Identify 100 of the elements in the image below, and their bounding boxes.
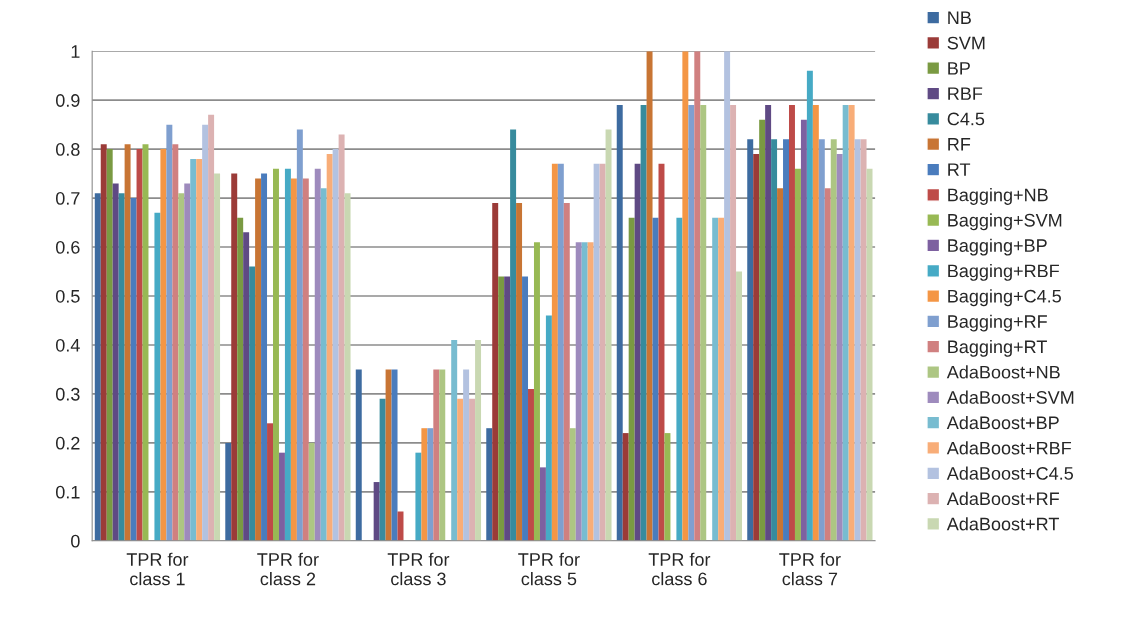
y-tick-label: 0.7 bbox=[55, 192, 80, 205]
y-tick-label: 0.1 bbox=[55, 485, 80, 499]
bar bbox=[682, 51, 689, 541]
legend-label: Bagging+RBF bbox=[948, 264, 1059, 281]
bar bbox=[652, 217, 659, 541]
bar bbox=[154, 212, 161, 541]
bar bbox=[700, 105, 707, 541]
bar bbox=[433, 369, 440, 541]
bar bbox=[290, 178, 297, 541]
bar bbox=[451, 340, 458, 541]
bar bbox=[842, 105, 849, 541]
y-tick-label: 0.8 bbox=[55, 143, 80, 156]
bar bbox=[332, 149, 339, 541]
bar bbox=[730, 105, 737, 541]
bar bbox=[373, 482, 380, 541]
bar bbox=[800, 119, 807, 541]
bar bbox=[296, 129, 303, 541]
bar bbox=[308, 442, 315, 541]
bar bbox=[646, 51, 653, 541]
bar bbox=[160, 149, 167, 541]
bar bbox=[492, 202, 499, 541]
x-tick-label: TPR for class 6 bbox=[648, 552, 711, 586]
legend-label: Bagging+NB bbox=[948, 188, 1048, 205]
bar bbox=[415, 452, 422, 541]
bar bbox=[599, 163, 606, 541]
bar bbox=[587, 242, 594, 541]
y-tick-label: 0.5 bbox=[55, 289, 80, 303]
bar bbox=[830, 139, 837, 541]
bar bbox=[208, 114, 215, 541]
bar bbox=[166, 124, 173, 541]
x-tick-label: TPR for class 3 bbox=[387, 552, 450, 586]
bar bbox=[664, 433, 671, 541]
y-tick-label: 0.4 bbox=[55, 338, 80, 352]
bar bbox=[100, 144, 107, 541]
y-tick-label: 1 bbox=[71, 45, 80, 58]
bar bbox=[777, 188, 784, 541]
bar bbox=[866, 168, 873, 541]
bar bbox=[94, 193, 101, 541]
bar bbox=[854, 139, 861, 541]
bar bbox=[326, 154, 333, 541]
bar bbox=[640, 105, 647, 541]
legend-label: NB bbox=[948, 11, 971, 24]
bar bbox=[249, 266, 256, 541]
bar bbox=[237, 217, 244, 541]
bar bbox=[355, 369, 362, 541]
bar bbox=[391, 369, 398, 541]
bar bbox=[605, 129, 612, 541]
bar bbox=[622, 433, 629, 541]
bar bbox=[794, 168, 801, 541]
bar bbox=[818, 139, 825, 541]
bar bbox=[765, 105, 772, 541]
bar bbox=[184, 183, 191, 541]
bar bbox=[427, 428, 434, 541]
bar bbox=[320, 188, 327, 541]
bar bbox=[344, 193, 351, 541]
bar bbox=[860, 139, 867, 541]
bar bbox=[243, 232, 250, 541]
bar bbox=[457, 398, 464, 541]
bar bbox=[278, 452, 285, 541]
bar bbox=[676, 217, 683, 541]
bar bbox=[510, 129, 517, 541]
bar bbox=[112, 183, 119, 541]
bar bbox=[273, 168, 279, 541]
bar bbox=[533, 242, 540, 541]
bar bbox=[475, 340, 482, 541]
bar bbox=[753, 154, 760, 541]
bar bbox=[736, 271, 743, 541]
bar bbox=[528, 389, 534, 541]
bar bbox=[214, 173, 221, 541]
bar bbox=[379, 398, 386, 541]
bar bbox=[118, 193, 125, 541]
bar bbox=[172, 144, 179, 541]
bar bbox=[231, 173, 238, 541]
bar bbox=[130, 198, 137, 541]
legend-label: BP bbox=[948, 62, 970, 75]
legend-label: AdaBoost+BP bbox=[946, 415, 1059, 430]
bar bbox=[284, 168, 291, 541]
bar bbox=[694, 51, 701, 541]
y-tick-label: 0.2 bbox=[55, 436, 80, 450]
bar bbox=[498, 276, 505, 541]
bar bbox=[106, 149, 113, 541]
legend-label: Bagging+C4.5 bbox=[948, 289, 1061, 307]
legend-label: C4.5 bbox=[947, 112, 985, 126]
bar bbox=[616, 105, 623, 541]
bar bbox=[421, 428, 428, 541]
y-tick-label: 0.6 bbox=[55, 240, 80, 254]
bar bbox=[545, 315, 552, 541]
legend-label: Bagging+RF bbox=[948, 314, 1047, 332]
legend-label: AdaBoost+RBF bbox=[946, 441, 1072, 455]
y-tick-label: 0 bbox=[71, 534, 80, 548]
bar bbox=[124, 144, 131, 541]
bar bbox=[516, 202, 523, 541]
bar bbox=[539, 467, 546, 541]
bar bbox=[385, 369, 392, 541]
bar bbox=[848, 105, 855, 541]
bar bbox=[202, 124, 209, 541]
bar bbox=[261, 173, 268, 541]
legend-label: Bagging+BP bbox=[948, 238, 1047, 256]
bar bbox=[628, 217, 635, 541]
legend-label: Bagging+SVM bbox=[948, 213, 1062, 231]
